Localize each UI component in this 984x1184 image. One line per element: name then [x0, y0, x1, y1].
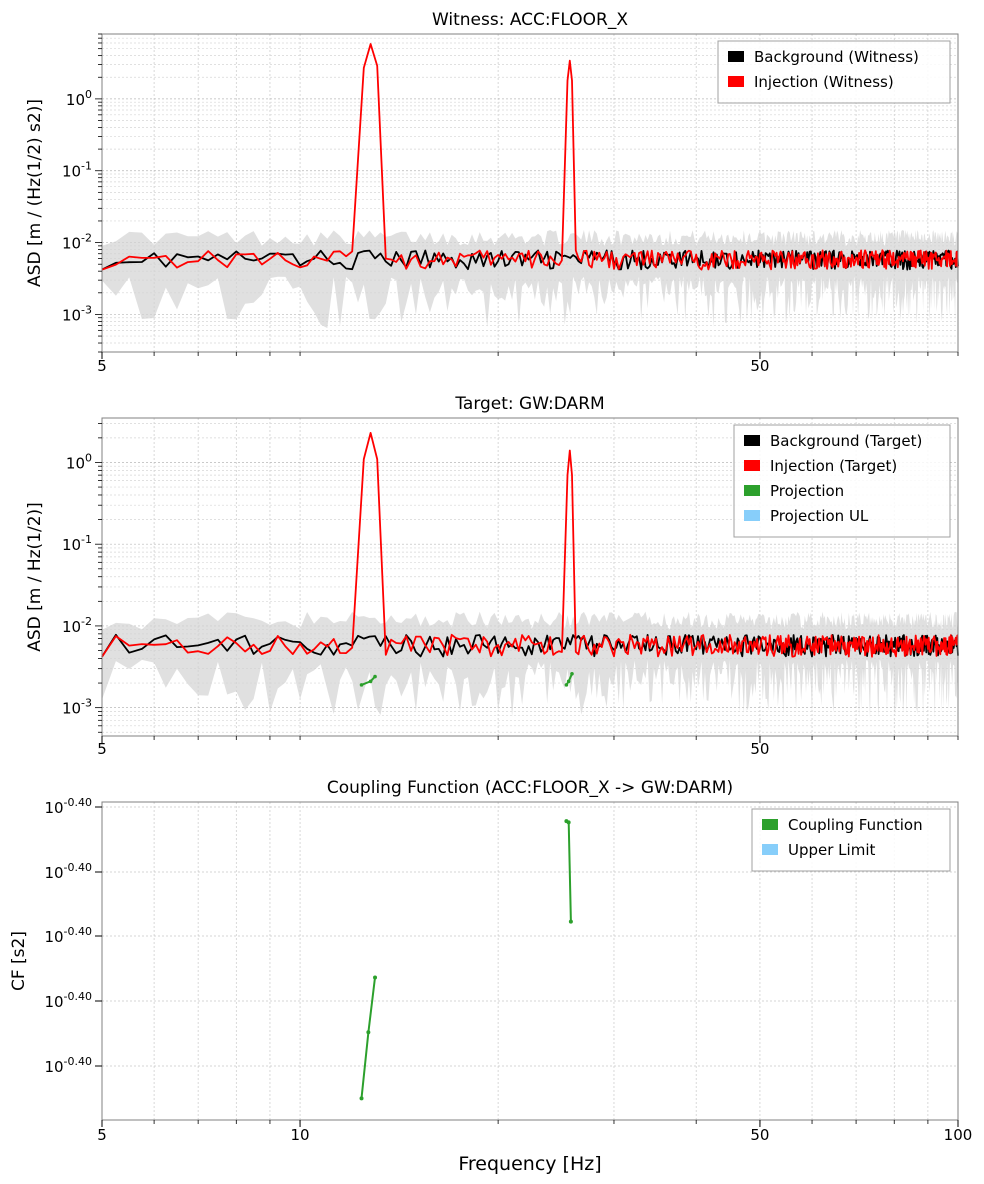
legend-swatch	[728, 51, 744, 62]
y-axis-label: ASD [m / (Hz(1/2) s2)]	[25, 99, 45, 287]
legend-swatch	[744, 485, 760, 496]
x-tick-label: 10	[291, 1126, 310, 1144]
panel-title: Witness: ACC:FLOOR_X	[432, 10, 628, 30]
y-axis-label: CF [s2]	[9, 931, 29, 991]
legend: Background (Target) Injection (Target) Pro…	[733, 424, 951, 538]
y-tick-label: 100	[66, 88, 92, 109]
legend-swatch	[744, 510, 760, 521]
x-tick-label: 50	[750, 357, 769, 375]
legend-swatch	[744, 460, 760, 471]
x-tick-label: 50	[750, 1126, 769, 1144]
legend-label: Projection UL	[770, 507, 869, 525]
target-panel: 5 50 10-3 10-2 10-1 100 Target: GW:DARM ASD […	[25, 394, 959, 758]
y-tick-label: 10-2	[62, 232, 92, 253]
legend-swatch	[744, 435, 760, 446]
legend-label: Coupling Function	[788, 816, 923, 834]
y-tick-label: 10-0.40	[44, 990, 92, 1011]
y-tick-label: 10-1	[62, 160, 92, 181]
data-point	[564, 683, 569, 687]
y-tick-label: 10-3	[62, 697, 92, 718]
y-tick-label: 10-0.40	[44, 1055, 92, 1076]
data-point	[373, 674, 377, 679]
data-point	[373, 975, 378, 980]
y-tick-label: 100	[66, 451, 92, 472]
x-tick-label: 5	[97, 740, 107, 758]
data-point	[570, 671, 574, 676]
x-tick-label: 100	[944, 1126, 973, 1144]
x-tick-label: 5	[97, 357, 107, 375]
y-tick-label: 10-3	[62, 303, 92, 324]
legend-label: Injection (Target)	[770, 457, 897, 475]
x-tick-label: 50	[750, 740, 769, 758]
panel-title: Coupling Function (ACC:FLOOR_X -> GW:DAR…	[327, 778, 733, 798]
legend-label: Background (Target)	[770, 432, 922, 450]
x-tick-label: 5	[97, 1126, 107, 1144]
data-point	[566, 679, 571, 684]
legend: Coupling Function Upper Limit	[751, 808, 951, 872]
legend-swatch	[762, 819, 778, 830]
legend-swatch	[762, 844, 778, 855]
series-line	[101, 43, 959, 271]
legend-label: Projection	[770, 482, 844, 500]
data-point	[568, 919, 573, 924]
x-axis-label: Frequency [Hz]	[458, 1153, 601, 1175]
legend-box	[751, 808, 951, 872]
y-tick-label: 10-1	[62, 533, 92, 554]
series-line	[101, 249, 959, 271]
y-tick-label: 10-0.40	[44, 925, 92, 946]
coupling-panel: 5 10 50 100 10-0.40 10-0.40 10-0.40 10-0.40 10-0…	[9, 778, 972, 1144]
panel-title: Target: GW:DARM	[454, 394, 604, 414]
y-tick-label: 10-2	[62, 615, 92, 636]
legend-swatch	[728, 76, 744, 87]
data-point	[368, 679, 373, 684]
legend-label: Upper Limit	[788, 841, 875, 859]
y-tick-label: 10-0.40	[44, 861, 92, 882]
noise-band	[102, 230, 958, 329]
legend-label: Injection (Witness)	[754, 73, 894, 91]
data-point	[359, 683, 364, 687]
data-point	[366, 1030, 371, 1035]
legend: Background (Witness) Injection (Witness)	[717, 40, 951, 104]
y-tick-label: 10-0.40	[44, 796, 92, 817]
series-line	[101, 432, 959, 658]
data-point	[566, 820, 571, 825]
legend-box	[717, 40, 951, 104]
y-axis-label: ASD [m / Hz(1/2)]	[25, 502, 45, 652]
legend-box	[733, 424, 951, 538]
legend-label: Background (Witness)	[754, 48, 919, 66]
data-point	[359, 1096, 364, 1101]
